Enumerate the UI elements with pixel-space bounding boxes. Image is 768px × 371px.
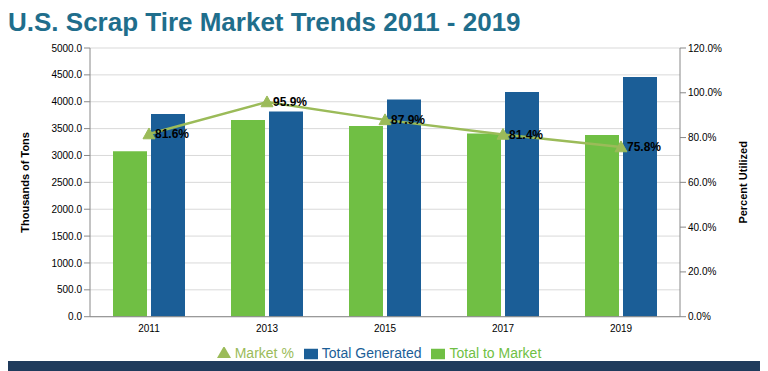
svg-text:20.0%: 20.0%	[688, 266, 716, 277]
svg-text:4000.0: 4000.0	[51, 96, 82, 107]
svg-text:500.0: 500.0	[57, 284, 82, 295]
svg-text:2015: 2015	[374, 323, 397, 334]
svg-text:100.0%: 100.0%	[688, 87, 722, 98]
svg-text:2000.0: 2000.0	[51, 204, 82, 215]
html-text:U.S. Scrap Tire Market Trends: U.S. Scrap Tire Market Trends 2011 - 201…	[8, 7, 521, 37]
svg-text:2013: 2013	[256, 323, 279, 334]
svg-text:120.0%: 120.0%	[688, 43, 722, 54]
svg-text:75.8%: 75.8%	[627, 140, 661, 154]
svg-text:81.6%: 81.6%	[155, 127, 189, 141]
svg-text:95.9%: 95.9%	[273, 95, 307, 109]
svg-text:2019: 2019	[610, 323, 633, 334]
svg-text:40.0%: 40.0%	[688, 222, 716, 233]
svg-text:4500.0: 4500.0	[51, 69, 82, 80]
svg-text:2017: 2017	[492, 323, 515, 334]
svg-text:80.0%: 80.0%	[688, 132, 716, 143]
svg-text:3500.0: 3500.0	[51, 123, 82, 134]
svg-text:5000.0: 5000.0	[51, 43, 82, 54]
svg-text:81.4%: 81.4%	[509, 128, 543, 142]
svg-text:60.0%: 60.0%	[688, 177, 716, 188]
html-text:Market %: Market %	[234, 344, 294, 361]
svg-text:87.9%: 87.9%	[391, 113, 425, 127]
svg-text:1000.0: 1000.0	[51, 258, 82, 269]
svg-text:0.0: 0.0	[68, 311, 82, 322]
html-text:Total to Market: Total to Market	[449, 344, 542, 361]
svg-text:3000.0: 3000.0	[51, 150, 82, 161]
svg-text:Percent Utilized: Percent Utilized	[737, 141, 749, 224]
svg-text:1500.0: 1500.0	[51, 231, 82, 242]
html-text:Total Generated: Total Generated	[321, 344, 422, 361]
svg-text:2011: 2011	[138, 323, 160, 334]
svg-text:Thousands of Tons: Thousands of Tons	[19, 132, 31, 233]
svg-text:2500.0: 2500.0	[51, 177, 82, 188]
svg-text:0.0%: 0.0%	[688, 311, 711, 322]
